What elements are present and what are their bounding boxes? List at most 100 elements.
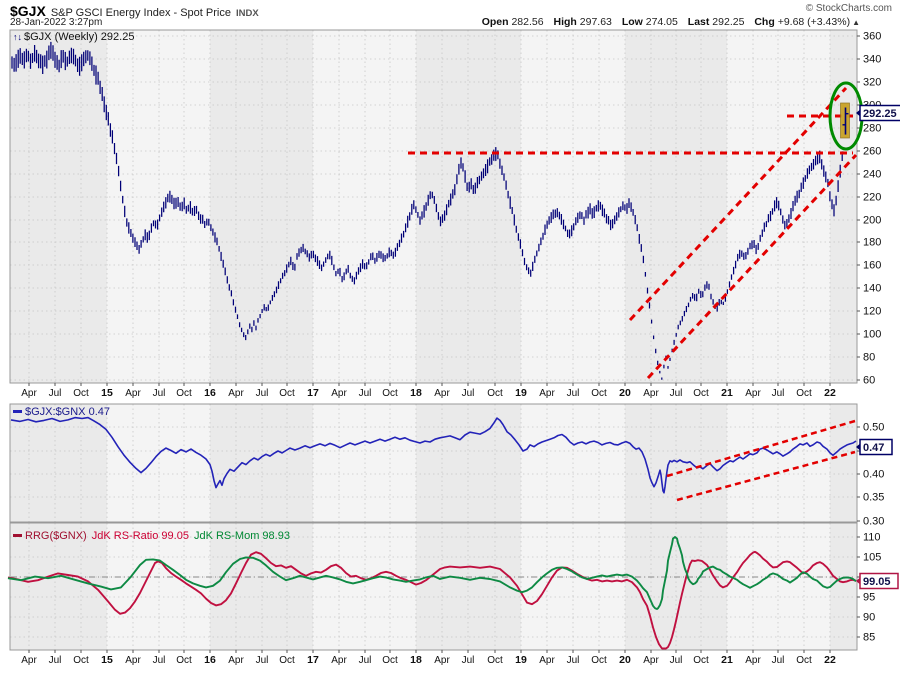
quote-last-value: 292.25 xyxy=(712,16,745,28)
svg-text:Apr: Apr xyxy=(434,388,450,399)
svg-text:60: 60 xyxy=(863,375,875,387)
header: $GJX S&P GSCI Energy Index - Spot Price IN… xyxy=(10,3,259,21)
svg-text:360: 360 xyxy=(863,31,881,43)
svg-text:110: 110 xyxy=(863,532,881,544)
price-ohlc-bars xyxy=(11,41,843,380)
quote-last-label: Last xyxy=(687,16,710,28)
svg-text:Oct: Oct xyxy=(73,388,89,399)
latest-candle-highlight xyxy=(840,102,850,139)
svg-text:85: 85 xyxy=(863,632,875,644)
ticker-symbol: $GJX xyxy=(10,3,46,19)
quote-open-value: 282.56 xyxy=(511,16,544,28)
svg-text:95: 95 xyxy=(863,592,875,604)
svg-text:Apr: Apr xyxy=(228,655,244,666)
svg-text:Apr: Apr xyxy=(539,388,555,399)
x-axis-labels-row-1: Apr Jul Oct 15 Apr Jul Oct 16 Apr Jul Oct 17 Apr Jul O… xyxy=(21,383,836,399)
svg-text:0.30: 0.30 xyxy=(863,516,884,528)
svg-text:17: 17 xyxy=(307,654,319,666)
svg-text:Apr: Apr xyxy=(125,655,141,666)
svg-text:Apr: Apr xyxy=(331,388,347,399)
svg-text:Apr: Apr xyxy=(539,655,555,666)
svg-text:Jul: Jul xyxy=(49,388,62,399)
svg-text:Oct: Oct xyxy=(279,388,295,399)
svg-text:22: 22 xyxy=(824,654,836,666)
svg-text:Oct: Oct xyxy=(279,655,295,666)
svg-text:292.25: 292.25 xyxy=(863,108,897,120)
price-value-label: 292.25 xyxy=(856,104,900,122)
quote-chg-value: +9.68 (+3.43%) xyxy=(777,16,851,28)
svg-text:Jul: Jul xyxy=(256,655,269,666)
svg-text:90: 90 xyxy=(863,612,875,624)
svg-text:280: 280 xyxy=(863,123,881,135)
svg-text:Apr: Apr xyxy=(21,655,37,666)
svg-text:Apr: Apr xyxy=(643,655,659,666)
updown-arrows-icon: ↑↓ xyxy=(13,32,22,42)
svg-text:Jul: Jul xyxy=(670,388,683,399)
svg-text:Apr: Apr xyxy=(745,655,761,666)
svg-text:120: 120 xyxy=(863,306,881,318)
stockcharts-copyright-link[interactable]: © StockCharts.com xyxy=(805,3,892,14)
main-panel-legend: ↑↓ $GJX (Weekly) 292.25 xyxy=(13,31,134,43)
svg-text:Jul: Jul xyxy=(567,655,580,666)
svg-text:Apr: Apr xyxy=(228,388,244,399)
svg-text:Oct: Oct xyxy=(591,655,607,666)
up-arrow-icon: ▲ xyxy=(852,18,860,27)
svg-text:Oct: Oct xyxy=(693,655,709,666)
svg-text:Oct: Oct xyxy=(487,655,503,666)
chart-datetime: 28-Jan-2022 3:27pm xyxy=(10,17,103,28)
svg-text:0.40: 0.40 xyxy=(863,469,884,481)
exchange-tag: INDX xyxy=(235,8,259,19)
svg-text:Apr: Apr xyxy=(125,388,141,399)
quote-chg-label: Chg xyxy=(754,16,775,28)
svg-text:Apr: Apr xyxy=(21,388,37,399)
svg-text:Oct: Oct xyxy=(382,655,398,666)
quote-low-label: Low xyxy=(621,16,643,28)
svg-text:220: 220 xyxy=(863,192,881,204)
svg-text:Jul: Jul xyxy=(772,655,785,666)
quote-high-label: High xyxy=(553,16,577,28)
svg-text:Jul: Jul xyxy=(153,655,166,666)
svg-text:21: 21 xyxy=(721,654,733,666)
svg-text:0.47: 0.47 xyxy=(863,442,884,454)
svg-text:15: 15 xyxy=(101,387,113,399)
rrg-panel-legend: RRG($GNX) JdK RS-Ratio 99.05 JdK RS-Mom 98… xyxy=(13,530,290,542)
svg-text:Jul: Jul xyxy=(670,655,683,666)
rrg-ratio-value: JdK RS-Ratio 99.05 xyxy=(91,530,189,542)
svg-text:180: 180 xyxy=(863,237,881,249)
svg-text:Oct: Oct xyxy=(487,388,503,399)
svg-text:19: 19 xyxy=(515,387,527,399)
line-swatch-icon xyxy=(13,533,22,537)
svg-text:0.50: 0.50 xyxy=(863,422,884,434)
svg-text:Oct: Oct xyxy=(382,388,398,399)
quote-high-value: 297.63 xyxy=(579,16,612,28)
svg-text:Oct: Oct xyxy=(176,388,192,399)
svg-text:Oct: Oct xyxy=(176,655,192,666)
svg-text:19: 19 xyxy=(515,654,527,666)
ratio-annotations xyxy=(666,419,856,502)
svg-text:Jul: Jul xyxy=(567,388,580,399)
ratio-panel: 0.500.450.400.350.30 xyxy=(9,403,884,528)
svg-text:18: 18 xyxy=(410,387,422,399)
svg-text:160: 160 xyxy=(863,260,881,272)
svg-text:Apr: Apr xyxy=(745,388,761,399)
svg-text:Jul: Jul xyxy=(359,655,372,666)
rrg-series-jdk-rs-mom xyxy=(7,536,857,610)
index-title: S&P GSCI Energy Index - Spot Price xyxy=(50,7,231,19)
svg-text:16: 16 xyxy=(204,387,216,399)
svg-text:Jul: Jul xyxy=(359,388,372,399)
svg-text:20: 20 xyxy=(619,387,631,399)
svg-text:Apr: Apr xyxy=(434,655,450,666)
svg-text:15: 15 xyxy=(101,654,113,666)
quote-summary: Open 282.56 High 297.63 Low 274.05 Last … xyxy=(475,16,860,28)
svg-text:Oct: Oct xyxy=(73,655,89,666)
svg-text:340: 340 xyxy=(863,54,881,66)
svg-text:Jul: Jul xyxy=(256,388,269,399)
svg-text:18: 18 xyxy=(410,654,422,666)
svg-text:200: 200 xyxy=(863,215,881,227)
svg-text:240: 240 xyxy=(863,169,881,181)
svg-text:22: 22 xyxy=(824,387,836,399)
svg-text:100: 100 xyxy=(863,329,881,341)
rrg-mom-value: JdK RS-Mom 98.93 xyxy=(193,530,290,542)
